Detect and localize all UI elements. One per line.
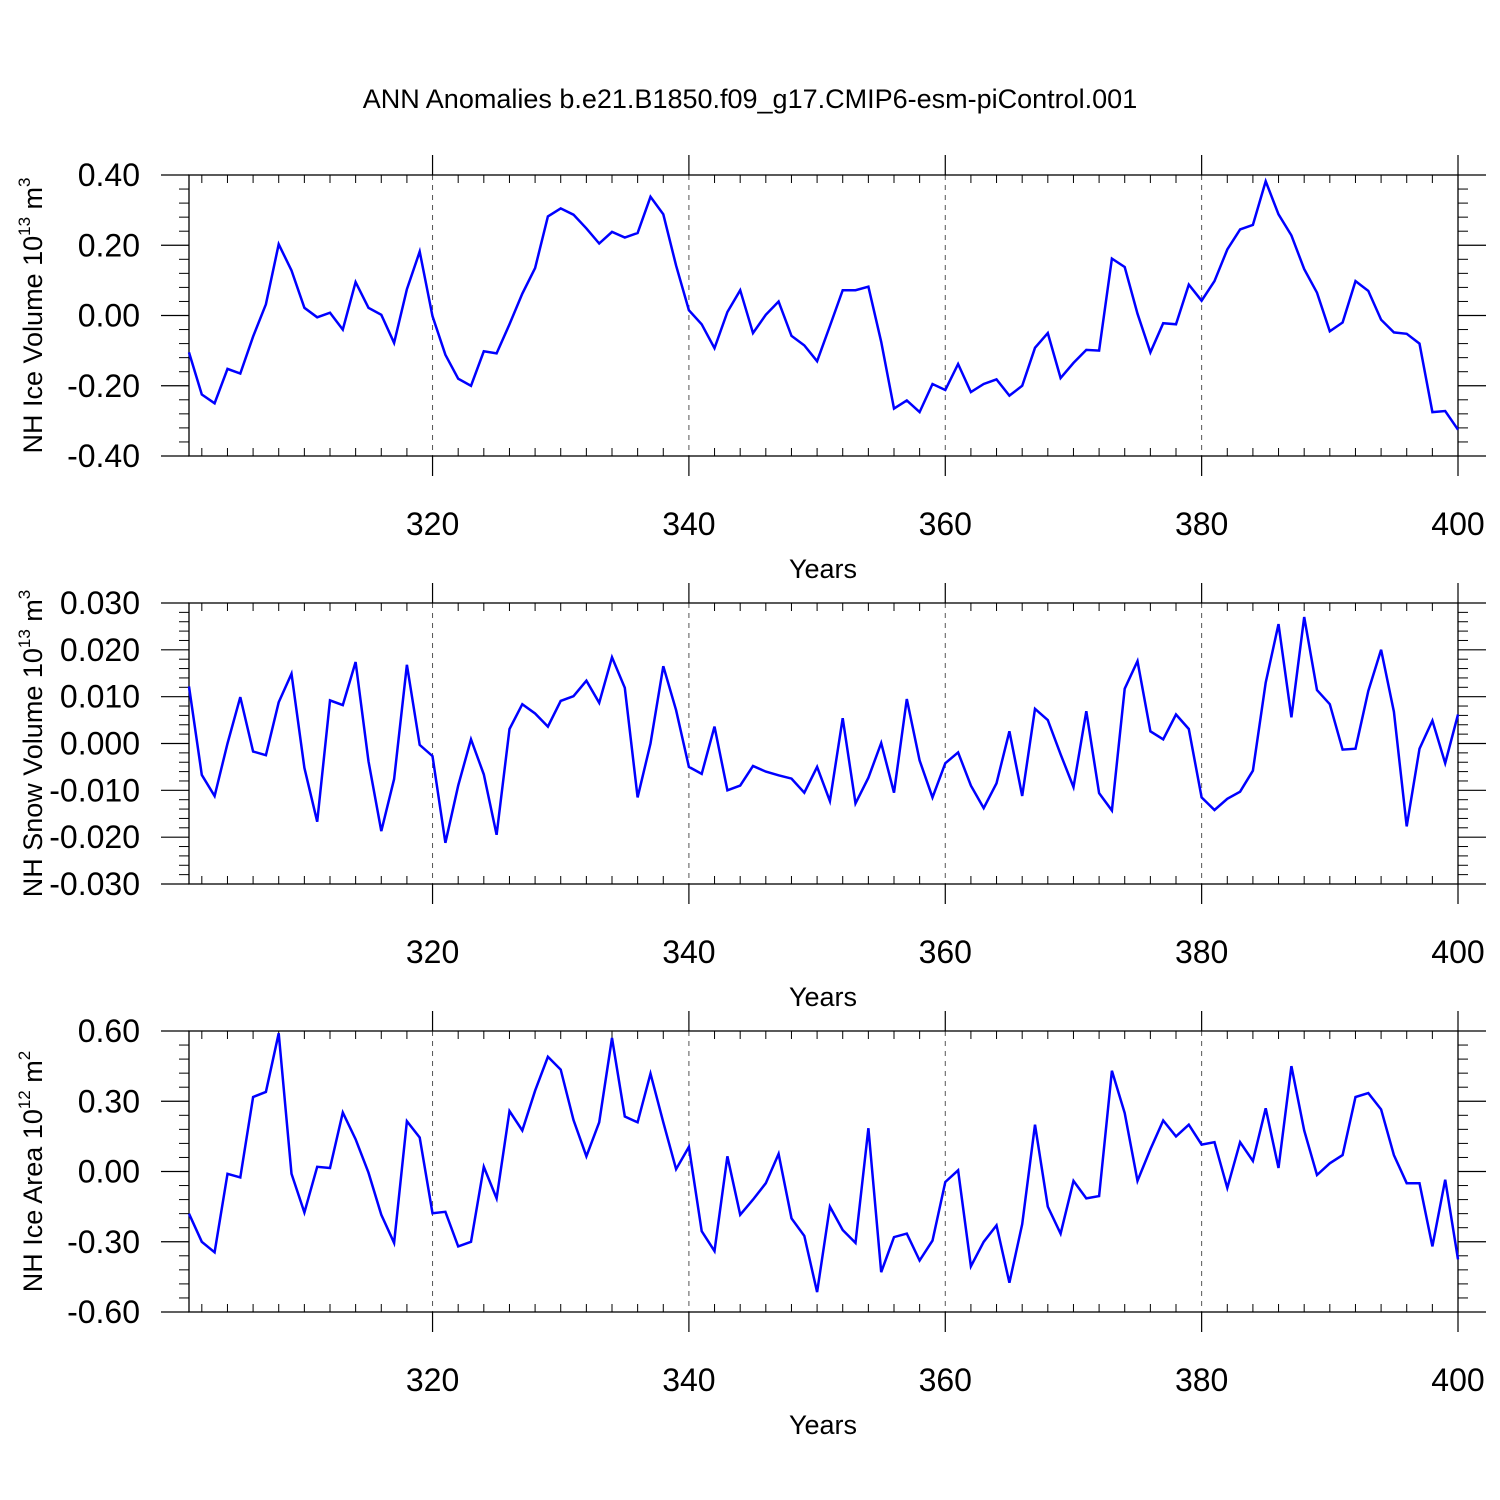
x-axis-label: Years bbox=[789, 982, 857, 1012]
panel-snow-volume: -0.030 -0.020 -0.010 0.000 0.010 0.020 0.030 32… bbox=[15, 583, 1486, 1012]
y-tick-label: 0.000 bbox=[60, 726, 140, 762]
y-tick-label: -0.60 bbox=[67, 1294, 140, 1330]
series-line bbox=[187, 1033, 1460, 1293]
x-tick-label: 400 bbox=[1431, 1362, 1484, 1398]
y-tick-label: 0.010 bbox=[60, 679, 140, 715]
x-axis-label: Years bbox=[789, 554, 857, 584]
panel-ice-area: -0.60 -0.30 0.00 0.30 0.60 320 340 360 380 400 Yea… bbox=[15, 1011, 1486, 1440]
y-tick-label: 0.030 bbox=[60, 585, 140, 621]
figure-title: ANN Anomalies b.e21.B1850.f09_g17.CMIP6-… bbox=[362, 84, 1138, 114]
plot-frame bbox=[188, 602, 1459, 885]
x-tick-label: 360 bbox=[919, 934, 972, 970]
x-tick-label: 400 bbox=[1431, 934, 1484, 970]
y-tick-label: 0.20 bbox=[78, 227, 140, 263]
x-tick-label: 320 bbox=[406, 506, 459, 542]
y-axis-label: NH Snow Volume 1013 m3 bbox=[15, 590, 48, 898]
y-tick-label: -0.030 bbox=[49, 866, 140, 902]
y-tick-label: 0.40 bbox=[78, 157, 140, 193]
y-tick-label: -0.30 bbox=[67, 1224, 140, 1260]
y-tick-label: 0.00 bbox=[78, 1154, 140, 1190]
x-tick-label: 320 bbox=[406, 1362, 459, 1398]
y-tick-label: -0.40 bbox=[67, 438, 140, 474]
y-tick-label: -0.20 bbox=[67, 368, 140, 404]
y-tick-label: 0.020 bbox=[60, 632, 140, 668]
y-axis-label: NH Ice Area 1012 m2 bbox=[15, 1051, 48, 1292]
y-tick-label: -0.020 bbox=[49, 819, 140, 855]
y-tick-label: 0.60 bbox=[78, 1013, 140, 1049]
series-line bbox=[187, 616, 1460, 844]
y-tick-label: 0.00 bbox=[78, 298, 140, 334]
panel-ice-volume: -0.40 -0.20 0.00 0.20 0.40 320 340 360 380 400 Yea… bbox=[15, 155, 1486, 584]
x-axis-label: Years bbox=[789, 1410, 857, 1440]
plot-frame bbox=[188, 174, 1459, 457]
x-tick-label: 320 bbox=[406, 934, 459, 970]
x-tick-label: 400 bbox=[1431, 506, 1484, 542]
y-axis-label: NH Ice Volume 1013 m3 bbox=[15, 178, 48, 454]
x-tick-label: 340 bbox=[662, 1362, 715, 1398]
x-tick-label: 360 bbox=[919, 1362, 972, 1398]
plot-frame bbox=[188, 1030, 1459, 1313]
x-tick-label: 340 bbox=[662, 934, 715, 970]
x-tick-label: 360 bbox=[919, 506, 972, 542]
x-tick-label: 380 bbox=[1175, 934, 1228, 970]
x-tick-label: 380 bbox=[1175, 1362, 1228, 1398]
x-tick-label: 340 bbox=[662, 506, 715, 542]
y-tick-label: 0.30 bbox=[78, 1083, 140, 1119]
x-tick-label: 380 bbox=[1175, 506, 1228, 542]
y-tick-label: -0.010 bbox=[49, 772, 140, 808]
series-line bbox=[187, 177, 1460, 431]
